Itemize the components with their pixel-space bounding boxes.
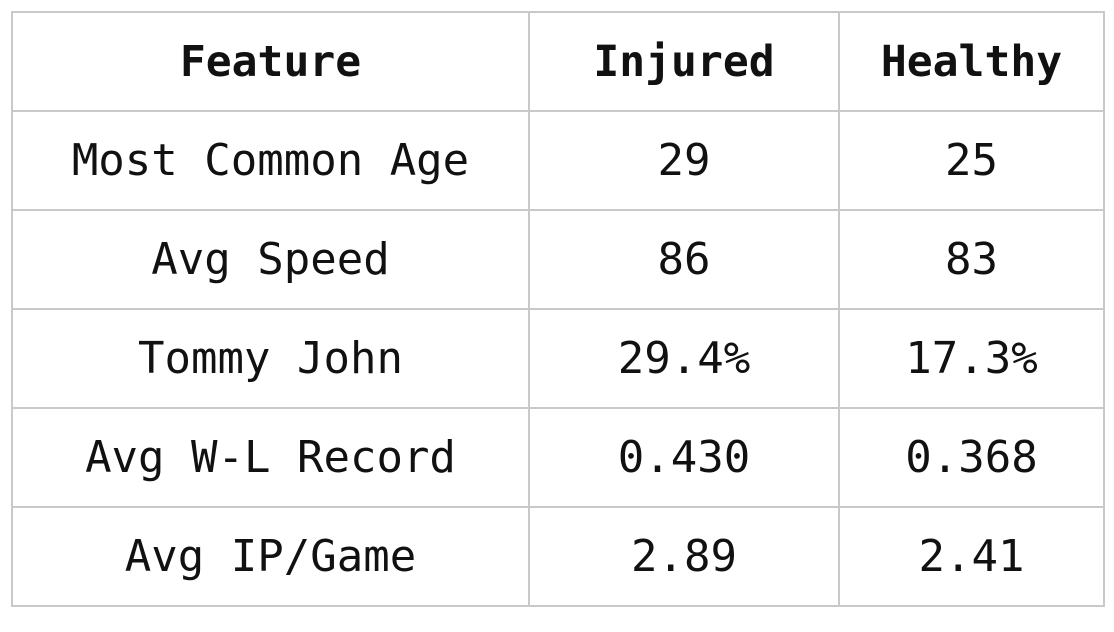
injured-cell: 86 (528, 209, 840, 310)
comparison-table: Feature Injured Healthy Most Common Age … (11, 11, 1105, 607)
healthy-cell: 17.3% (838, 308, 1105, 409)
feature-cell: Avg IP/Game (11, 506, 530, 607)
feature-cell: Most Common Age (11, 110, 530, 211)
header-injured: Injured (528, 11, 840, 112)
table-row: Avg IP/Game 2.89 2.41 (11, 506, 1105, 607)
injured-cell: 29.4% (528, 308, 840, 409)
table-row: Avg Speed 86 83 (11, 209, 1105, 310)
healthy-cell: 83 (838, 209, 1105, 310)
header-healthy: Healthy (838, 11, 1105, 112)
healthy-cell: 25 (838, 110, 1105, 211)
healthy-cell: 2.41 (838, 506, 1105, 607)
injured-cell: 29 (528, 110, 840, 211)
header-row: Feature Injured Healthy (11, 11, 1105, 112)
feature-cell: Avg Speed (11, 209, 530, 310)
header-feature: Feature (11, 11, 530, 112)
comparison-table-wrapper: Feature Injured Healthy Most Common Age … (11, 11, 1105, 607)
table-row: Most Common Age 29 25 (11, 110, 1105, 211)
feature-cell: Tommy John (11, 308, 530, 409)
feature-cell: Avg W-L Record (11, 407, 530, 508)
table-row: Tommy John 29.4% 17.3% (11, 308, 1105, 409)
table-row: Avg W-L Record 0.430 0.368 (11, 407, 1105, 508)
injured-cell: 2.89 (528, 506, 840, 607)
healthy-cell: 0.368 (838, 407, 1105, 508)
injured-cell: 0.430 (528, 407, 840, 508)
